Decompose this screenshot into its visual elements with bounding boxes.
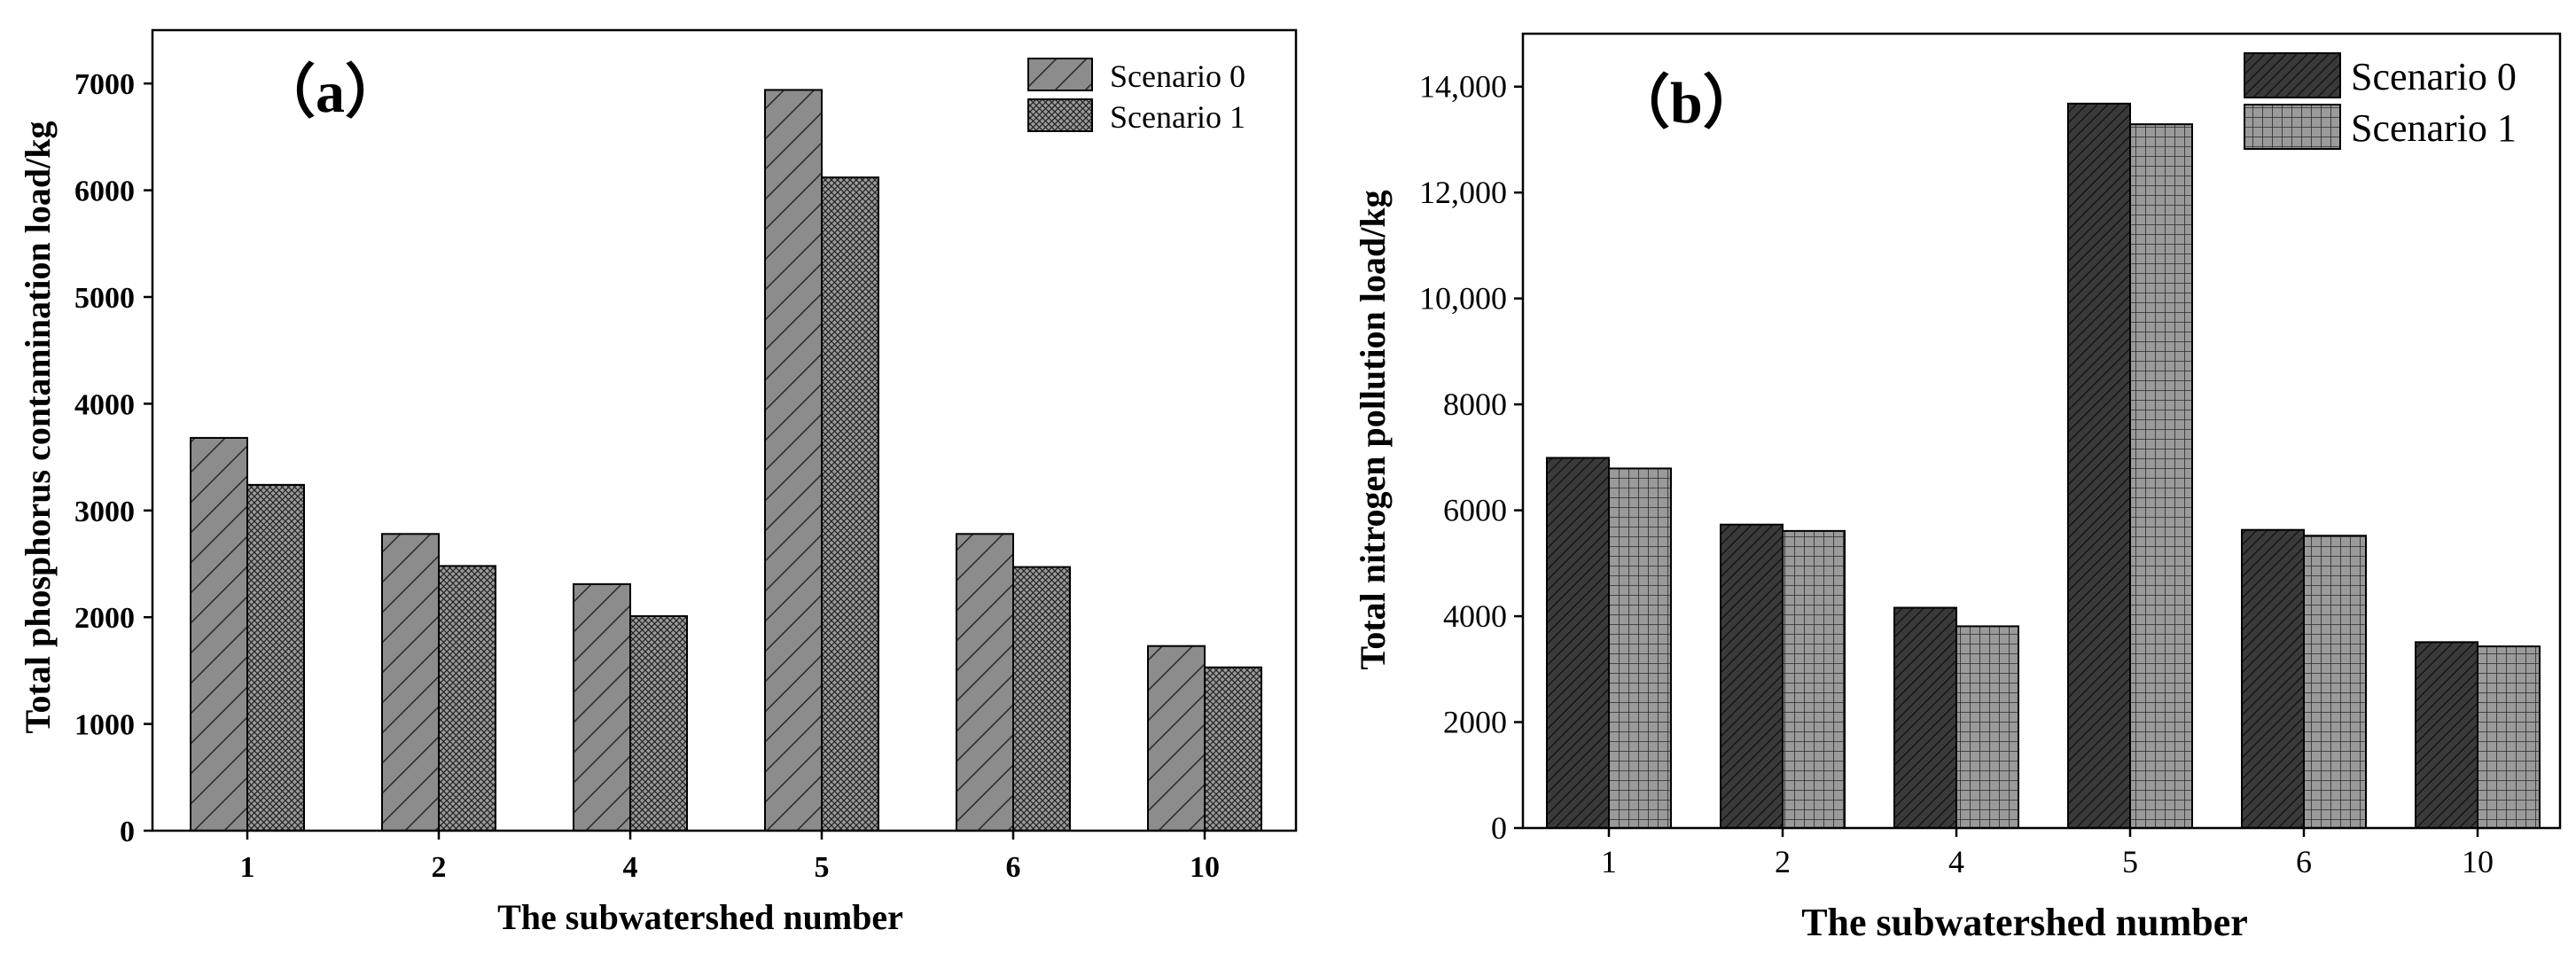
panel-a-legend-label-0: Scenario 0 <box>1110 59 1245 94</box>
panel-b-bar-10-series-0 <box>2415 641 2478 829</box>
panel-b-x-axis-label: The subwatershed number <box>1801 901 2248 944</box>
panel-a-x-tick-label: 10 <box>1190 851 1220 884</box>
panel-a-y-tick-label: 3000 <box>74 496 135 528</box>
panel-b-bar-4-series-0 <box>1893 606 1957 829</box>
panel-b-bars <box>1546 102 2541 830</box>
panel-a-chart: 0 1000 2000 3000 4000 5000 6000 7000 1 2 4 5 6 10 （a… <box>18 28 1298 937</box>
panel-b-y-tick-label: 4000 <box>1443 598 1507 634</box>
panel-b-bar-1-series-1 <box>1608 467 1672 829</box>
panel-a-y-tick-label: 0 <box>120 816 135 848</box>
panel-a-x-axis: 1 2 4 5 6 10 <box>240 831 1220 884</box>
panel-b-label: （b） <box>1612 70 1761 136</box>
panel-b-y-axis: 0 2000 4000 6000 8000 10,000 12,000 14,000 <box>1419 69 1523 846</box>
panel-b-legend-label-1: Scenario 1 <box>2351 106 2517 150</box>
panel-b-bar-6-series-0 <box>2241 528 2305 830</box>
panel-a-bar-4-series-0 <box>573 582 631 832</box>
panel-b-bar-1-series-0 <box>1546 457 1610 829</box>
panel-b-chart: 0 2000 4000 6000 8000 10,000 12,000 14,000 1 2 4 5… <box>1353 32 2562 944</box>
panel-b-bar-4-series-1 <box>1955 625 2019 830</box>
panel-b-legend: Scenario 0 Scenario 1 <box>2244 52 2517 150</box>
panel-b-x-tick-label: 2 <box>1775 844 1791 879</box>
panel-b-x-tick-label: 4 <box>1948 844 1964 879</box>
panel-a-legend-swatch-1 <box>1027 98 1093 132</box>
panel-a-legend-swatch-0 <box>1027 58 1093 91</box>
panel-b-x-tick-label: 10 <box>2462 844 2494 879</box>
panel-a-label: （a） <box>257 59 403 125</box>
panel-a-x-axis-label: The subwatershed number <box>497 897 903 937</box>
panel-a-x-tick-label: 2 <box>432 851 447 884</box>
panel-a-legend: Scenario 0 Scenario 1 <box>1027 58 1245 135</box>
panel-b-bar-5-series-1 <box>2129 123 2193 830</box>
panel-a-y-tick-label: 1000 <box>74 709 135 742</box>
panel-b-legend-swatch-1 <box>2244 104 2341 150</box>
panel-a-bar-5-series-1 <box>821 176 879 832</box>
panel-a-bar-5-series-0 <box>764 89 823 832</box>
panel-b-legend-swatch-0 <box>2244 52 2341 98</box>
panel-b-bar-6-series-1 <box>2303 535 2367 829</box>
panel-b-y-tick-label: 10,000 <box>1419 281 1507 316</box>
panel-b-y-axis-label: Total nitrogen pollution load/kg <box>1353 190 1393 669</box>
panel-b-plot-frame <box>1521 32 2562 830</box>
panel-b-y-tick-label: 0 <box>1491 810 1507 846</box>
panel-a-legend-label-1: Scenario 1 <box>1110 99 1245 135</box>
panel-a-y-tick-label: 5000 <box>74 282 135 315</box>
panel-b-bar-5-series-0 <box>2067 102 2131 829</box>
panel-b-x-tick-label: 6 <box>2296 844 2312 879</box>
panel-b-y-tick-label: 2000 <box>1443 705 1507 740</box>
panel-a-y-tick-label: 2000 <box>74 602 135 635</box>
panel-a-y-tick-label: 4000 <box>74 388 135 421</box>
panel-b-y-tick-label: 14,000 <box>1419 69 1507 105</box>
panel-a-bar-6-series-0 <box>956 533 1014 832</box>
panel-a-bar-10-series-1 <box>1204 666 1262 832</box>
panel-a-y-axis: 0 1000 2000 3000 4000 5000 6000 7000 <box>74 68 152 848</box>
panel-a-y-tick-label: 7000 <box>74 68 135 101</box>
panel-b-x-axis: 1 2 4 5 6 10 <box>1601 828 2494 879</box>
panel-b-x-tick-label: 1 <box>1601 844 1617 879</box>
panel-a-x-tick-label: 5 <box>815 851 830 884</box>
panel-b-bar-2-series-0 <box>1720 523 1784 830</box>
panel-b-bar-10-series-1 <box>2477 645 2541 830</box>
panel-b-y-tick-label: 12,000 <box>1419 175 1507 210</box>
panel-a-bar-10-series-0 <box>1147 645 1206 832</box>
panel-b-y-tick-label: 6000 <box>1443 493 1507 528</box>
panel-b-x-tick-label: 5 <box>2122 844 2138 879</box>
panel-b-bar-2-series-1 <box>1782 529 1846 829</box>
panel-a-plot-frame <box>151 28 1298 832</box>
panel-a-bar-2-series-0 <box>381 533 440 832</box>
panel-b-legend-label-0: Scenario 0 <box>2351 55 2517 98</box>
panel-a-y-axis-label: Total phosphorus contamination load/kg <box>18 121 58 734</box>
panel-a-x-tick-label: 4 <box>623 851 638 884</box>
panel-a-bar-1-series-0 <box>190 436 248 832</box>
panel-a-x-tick-label: 1 <box>240 851 255 884</box>
panel-a-x-tick-label: 6 <box>1006 851 1021 884</box>
panel-a-bars <box>190 89 1262 832</box>
panel-b-y-tick-label: 8000 <box>1443 387 1507 422</box>
panel-a-bar-1-series-1 <box>246 483 305 832</box>
panel-a-bar-4-series-1 <box>629 614 688 832</box>
panel-a-bar-6-series-1 <box>1012 566 1071 832</box>
panel-a-y-tick-label: 6000 <box>74 176 135 208</box>
panel-a-bar-2-series-1 <box>438 565 496 832</box>
